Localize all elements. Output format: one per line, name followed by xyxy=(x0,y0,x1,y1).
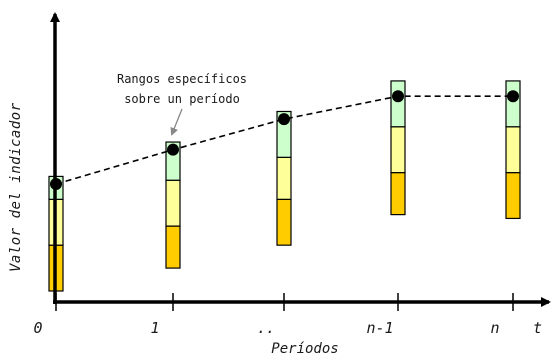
annotation-line-1: Rangos específicos xyxy=(117,72,247,86)
y-axis-title: Valor del indicador xyxy=(8,102,24,272)
x-tick-label-4: n xyxy=(490,319,499,337)
series-point-2 xyxy=(278,113,290,126)
range-band-4-0 xyxy=(505,171,521,220)
x-tick-labels: 0 1.. n-1 n xyxy=(33,319,499,337)
x-tick-label-1: 1 xyxy=(150,319,159,337)
range-band-4-2 xyxy=(505,80,521,128)
range-annotation: Rangos específicos sobre un período xyxy=(117,72,247,136)
annotation-line-2: sobre un período xyxy=(124,92,240,106)
series-points xyxy=(50,90,519,191)
series-line xyxy=(55,95,513,185)
range-band-1-1 xyxy=(165,179,181,227)
x-axis-end-label: t xyxy=(533,319,542,337)
range-band-2-1 xyxy=(276,156,292,200)
series-point-3 xyxy=(392,90,404,103)
x-tick-label-3: n-1 xyxy=(366,319,393,337)
range-band-3-2 xyxy=(390,80,406,128)
annotation-arrow xyxy=(170,108,183,136)
range-band-2-0 xyxy=(276,198,292,246)
range-bars xyxy=(48,80,521,292)
range-band-4-1 xyxy=(505,126,521,174)
x-ticks xyxy=(55,293,514,311)
range-band-1-0 xyxy=(165,225,181,269)
range-band-3-0 xyxy=(390,171,406,216)
x-tick-label-0: 0 xyxy=(33,319,42,337)
series-point-4 xyxy=(507,90,519,103)
series-dashed-line xyxy=(55,95,513,185)
x-tick-label-2: .. xyxy=(257,319,275,337)
range-band-3-1 xyxy=(390,126,406,174)
series-point-1 xyxy=(167,143,179,156)
x-axis-title: Períodos xyxy=(271,341,338,357)
